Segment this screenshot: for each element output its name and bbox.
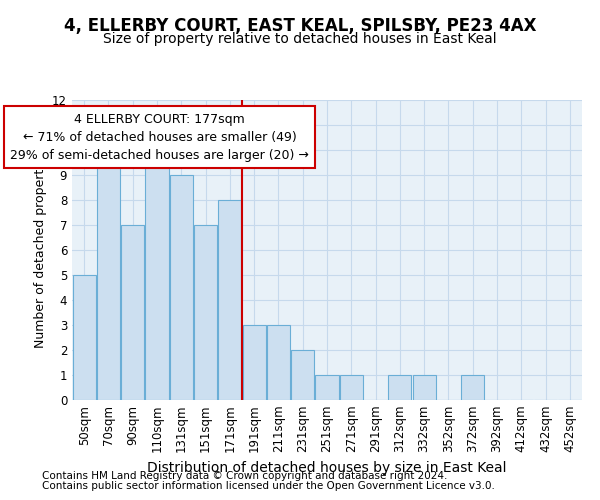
Bar	[316, 375, 338, 400]
Bar	[121, 225, 144, 400]
Bar	[145, 150, 169, 400]
Text: Size of property relative to detached houses in East Keal: Size of property relative to detached ho…	[103, 32, 497, 46]
Bar	[97, 150, 120, 400]
X-axis label: Distribution of detached houses by size in East Keal: Distribution of detached houses by size …	[147, 461, 507, 475]
Y-axis label: Number of detached properties: Number of detached properties	[34, 152, 47, 348]
Bar	[218, 200, 241, 400]
Bar	[242, 325, 266, 400]
Bar	[267, 325, 290, 400]
Bar	[461, 375, 484, 400]
Bar	[388, 375, 412, 400]
Text: Contains public sector information licensed under the Open Government Licence v3: Contains public sector information licen…	[42, 481, 495, 491]
Text: 4, ELLERBY COURT, EAST KEAL, SPILSBY, PE23 4AX: 4, ELLERBY COURT, EAST KEAL, SPILSBY, PE…	[64, 18, 536, 36]
Bar	[194, 225, 217, 400]
Text: Contains HM Land Registry data © Crown copyright and database right 2024.: Contains HM Land Registry data © Crown c…	[42, 471, 448, 481]
Bar	[73, 275, 95, 400]
Bar	[170, 175, 193, 400]
Bar	[413, 375, 436, 400]
Text: 4 ELLERBY COURT: 177sqm
← 71% of detached houses are smaller (49)
29% of semi-de: 4 ELLERBY COURT: 177sqm ← 71% of detache…	[10, 112, 309, 162]
Bar	[291, 350, 314, 400]
Bar	[340, 375, 363, 400]
